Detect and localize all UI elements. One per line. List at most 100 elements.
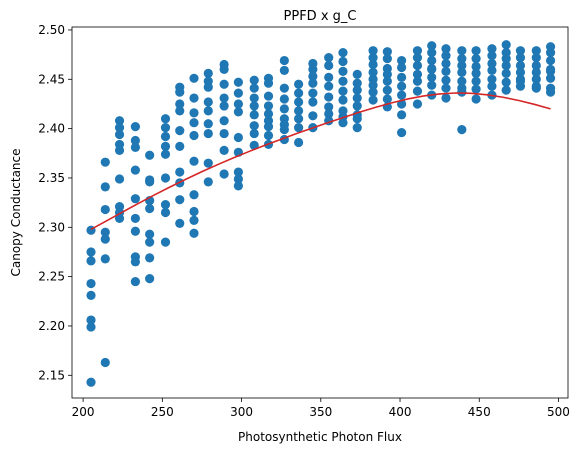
data-point bbox=[175, 126, 185, 136]
data-point bbox=[160, 200, 171, 210]
data-point bbox=[308, 88, 318, 98]
data-point bbox=[86, 322, 96, 332]
data-point bbox=[86, 278, 96, 289]
data-point bbox=[515, 76, 526, 86]
data-point bbox=[175, 87, 185, 97]
data-point bbox=[427, 48, 437, 58]
data-point bbox=[352, 114, 362, 124]
data-point bbox=[130, 257, 140, 267]
data-point bbox=[427, 80, 437, 90]
data-point bbox=[160, 149, 171, 159]
data-point bbox=[531, 74, 541, 84]
data-point bbox=[338, 118, 348, 128]
data-point bbox=[100, 357, 110, 368]
y-tick-label: 2.45 bbox=[38, 72, 65, 86]
data-point bbox=[294, 97, 304, 107]
x-tick-label: 250 bbox=[151, 405, 174, 419]
data-point bbox=[86, 290, 96, 300]
data-point bbox=[308, 97, 318, 107]
data-point bbox=[531, 83, 541, 93]
data-point bbox=[160, 123, 171, 133]
data-point bbox=[145, 203, 155, 214]
data-point bbox=[219, 64, 229, 75]
data-point bbox=[545, 73, 556, 83]
data-point bbox=[487, 44, 497, 54]
data-point bbox=[294, 114, 304, 124]
data-point bbox=[368, 80, 378, 90]
data-point bbox=[160, 131, 171, 142]
data-point bbox=[175, 195, 185, 205]
data-point bbox=[233, 107, 243, 117]
data-point bbox=[130, 213, 140, 224]
data-point bbox=[545, 48, 556, 58]
data-point bbox=[501, 85, 511, 95]
data-point bbox=[338, 56, 348, 67]
data-point bbox=[100, 182, 110, 192]
data-point bbox=[487, 58, 497, 69]
fit-curve bbox=[90, 92, 551, 230]
data-point bbox=[189, 228, 199, 238]
data-point bbox=[487, 51, 497, 61]
data-point bbox=[382, 85, 392, 95]
data-point bbox=[397, 127, 407, 138]
data-point bbox=[263, 91, 274, 101]
data-point bbox=[203, 158, 213, 168]
data-point bbox=[397, 110, 407, 120]
data-point bbox=[294, 106, 304, 116]
data-point bbox=[263, 130, 274, 141]
data-point bbox=[412, 99, 423, 109]
data-point bbox=[427, 55, 437, 66]
data-point bbox=[233, 167, 243, 177]
data-point bbox=[338, 95, 348, 105]
data-point bbox=[145, 237, 155, 247]
data-point bbox=[308, 111, 318, 121]
data-point bbox=[219, 116, 229, 126]
y-tick-label: 2.40 bbox=[38, 122, 65, 136]
data-point bbox=[189, 118, 199, 128]
data-point bbox=[457, 87, 467, 97]
data-point bbox=[441, 83, 451, 93]
data-point bbox=[545, 55, 556, 66]
data-point bbox=[501, 60, 511, 71]
data-point bbox=[219, 145, 229, 155]
data-point bbox=[412, 60, 423, 71]
data-point bbox=[324, 60, 334, 71]
data-point bbox=[203, 106, 213, 116]
data-point bbox=[324, 81, 334, 91]
data-point bbox=[219, 101, 229, 111]
data-point bbox=[531, 52, 541, 63]
data-point bbox=[249, 128, 259, 139]
data-point bbox=[145, 150, 155, 160]
data-point bbox=[412, 52, 423, 63]
data-point bbox=[233, 77, 243, 87]
chart-title: PPFD x g_C bbox=[284, 9, 357, 24]
data-point bbox=[382, 76, 392, 86]
data-point bbox=[203, 82, 213, 92]
data-point bbox=[219, 93, 229, 103]
fit-curve-layer bbox=[90, 92, 551, 230]
data-point bbox=[114, 123, 125, 133]
data-point bbox=[249, 110, 259, 120]
data-point bbox=[441, 93, 451, 103]
data-point bbox=[397, 55, 407, 66]
data-point bbox=[294, 79, 304, 89]
data-point bbox=[263, 122, 274, 132]
data-point bbox=[427, 72, 437, 82]
y-tick-label: 2.15 bbox=[38, 368, 65, 382]
y-tick-label: 2.20 bbox=[38, 319, 65, 333]
data-point bbox=[412, 76, 423, 86]
data-point bbox=[501, 77, 511, 87]
data-point bbox=[294, 88, 304, 98]
data-point bbox=[471, 53, 481, 64]
data-point bbox=[160, 173, 171, 183]
data-point bbox=[308, 71, 318, 81]
data-point bbox=[338, 48, 348, 58]
data-point bbox=[352, 85, 362, 95]
data-point bbox=[263, 78, 274, 88]
data-point bbox=[249, 101, 259, 111]
data-point bbox=[441, 75, 451, 85]
y-axis-label: Canopy Conductance bbox=[9, 148, 23, 276]
x-tick-label: 450 bbox=[468, 405, 491, 419]
data-point bbox=[471, 46, 481, 56]
